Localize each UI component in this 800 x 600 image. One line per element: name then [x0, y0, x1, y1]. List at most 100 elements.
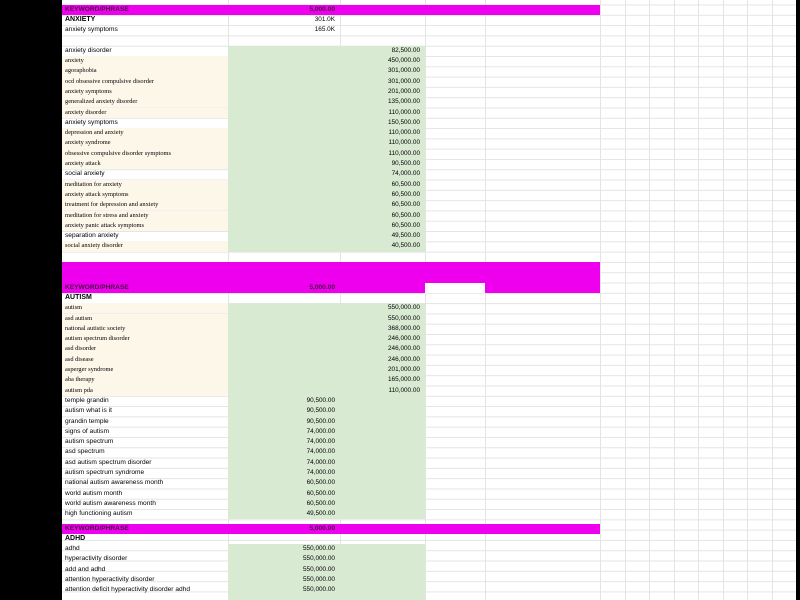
keyword-cell[interactable]: anxiety: [65, 57, 84, 64]
value-cell[interactable]: 74,000.00: [306, 427, 335, 435]
keyword-cell[interactable]: attention hyperactivity disorder: [65, 576, 155, 583]
value-cell[interactable]: 82,500.00: [391, 46, 420, 54]
value-cell[interactable]: 450,000.00: [388, 57, 420, 64]
value-cell[interactable]: 246,000.00: [388, 335, 420, 343]
keyword-cell[interactable]: generalized anxiety disorder: [65, 98, 138, 106]
value-cell[interactable]: 49,500.00: [391, 232, 420, 240]
keyword-cell[interactable]: adhd: [65, 545, 80, 553]
keyword-cell[interactable]: asd disorder: [65, 345, 97, 353]
keyword-cell[interactable]: anxiety attack symptoms: [65, 190, 129, 198]
keyword-cell[interactable]: meditation for stress and anxiety: [65, 211, 149, 219]
value-cell[interactable]: 550,000.00: [388, 304, 420, 312]
keyword-cell[interactable]: anxiety disorder: [65, 46, 112, 54]
value-cell[interactable]: 301,000.00: [388, 77, 420, 85]
value-cell[interactable]: 550,000.00: [303, 555, 335, 563]
value-cell[interactable]: 74,000.00: [306, 438, 335, 446]
keyword-cell[interactable]: ocd obsessive compulsive disorder: [65, 77, 154, 85]
value-cell[interactable]: 550,000.00: [303, 545, 335, 553]
keyword-cell[interactable]: national autism awareness month: [65, 479, 164, 487]
section-title-value[interactable]: 301.0K: [314, 15, 335, 23]
keyword-cell[interactable]: agoraphobia: [65, 67, 97, 75]
keyword-cell[interactable]: autism spectrum disorder: [65, 335, 130, 343]
keyword-cell[interactable]: anxiety symptoms: [65, 118, 118, 126]
value-cell[interactable]: 165,000.00: [388, 376, 420, 384]
value-cell[interactable]: 40,500.00: [391, 242, 420, 250]
section-header-label: KEYWORD/PHRASE: [65, 5, 129, 13]
keyword-cell[interactable]: signs of autism: [65, 427, 109, 435]
value-cell[interactable]: 90,500.00: [306, 407, 335, 415]
keyword-cell[interactable]: world autism awareness month: [65, 499, 156, 507]
value-cell[interactable]: 60,500.00: [306, 499, 335, 507]
keyword-cell[interactable]: aba therapy: [65, 376, 95, 384]
keyword-cell[interactable]: autism: [65, 304, 83, 312]
keyword-cell[interactable]: anxiety attack: [65, 160, 101, 167]
value-cell[interactable]: 110,000.00: [388, 129, 420, 137]
value-cell[interactable]: 74,000.00: [306, 469, 335, 476]
keyword-cell[interactable]: separation anxiety: [65, 232, 119, 240]
value-cell[interactable]: 60,500.00: [306, 489, 335, 497]
keyword-cell[interactable]: high functioning autism: [65, 510, 133, 518]
keyword-cell[interactable]: world autism month: [65, 489, 123, 497]
value-cell[interactable]: 201,000.00: [388, 366, 420, 373]
spreadsheet-grid[interactable]: KEYWORD/PHRASE 5,000.00 ANXIETY 301.0K anxie…: [62, 0, 796, 600]
value-cell[interactable]: 110,000.00: [388, 386, 420, 394]
keyword-cell[interactable]: anxiety panic attack symptoms: [65, 221, 144, 229]
keyword-cell[interactable]: add and adhd: [65, 565, 106, 573]
section-header-bar[interactable]: [62, 524, 600, 534]
section-subtitle-value[interactable]: 165.0K: [314, 26, 335, 34]
value-cell[interactable]: 49,500.00: [306, 510, 335, 518]
value-cell[interactable]: 74,000.00: [306, 448, 335, 456]
value-cell[interactable]: 301,000.00: [388, 67, 420, 75]
value-cell[interactable]: 550,000.00: [388, 314, 420, 322]
keyword-cell[interactable]: asd autism spectrum disorder: [65, 458, 152, 466]
keyword-cell[interactable]: asperger syndrome: [65, 366, 114, 373]
keyword-cell[interactable]: autism pda: [65, 386, 93, 394]
value-cell[interactable]: 60,500.00: [391, 180, 420, 188]
section-subtitle[interactable]: anxiety symptoms: [65, 26, 118, 34]
value-cell[interactable]: 110,000.00: [388, 149, 420, 157]
value-cell[interactable]: 150,500.00: [388, 118, 420, 126]
keyword-cell[interactable]: depression and anxiety: [65, 129, 124, 137]
keyword-cell[interactable]: asd autism: [65, 314, 93, 322]
value-cell[interactable]: 60,500.00: [306, 479, 335, 487]
value-cell[interactable]: 110,000.00: [388, 139, 420, 147]
keyword-cell[interactable]: autism what is it: [65, 407, 112, 415]
keyword-cell[interactable]: temple grandin: [65, 396, 109, 404]
keyword-cell[interactable]: social anxiety disorder: [65, 242, 123, 250]
value-cell[interactable]: 90,500.00: [306, 396, 335, 404]
value-cell[interactable]: 60,500.00: [391, 211, 420, 219]
value-cell[interactable]: 90,500.00: [306, 417, 335, 425]
value-cell[interactable]: 246,000.00: [388, 355, 420, 363]
keyword-cell[interactable]: anxiety symptoms: [65, 87, 112, 95]
keyword-cell[interactable]: social anxiety: [65, 170, 105, 178]
value-cell[interactable]: 60,500.00: [391, 190, 420, 198]
value-cell[interactable]: 550,000.00: [303, 565, 335, 573]
section-header-bar[interactable]: [62, 261, 600, 293]
value-cell[interactable]: 60,500.00: [391, 221, 420, 229]
value-cell[interactable]: 550,000.00: [303, 576, 335, 583]
keyword-cell[interactable]: national autistic society: [65, 324, 126, 332]
section-header-bar[interactable]: [62, 4, 600, 15]
value-cell[interactable]: 74,000.00: [391, 170, 420, 178]
keyword-cell[interactable]: anxiety disorder: [65, 108, 107, 116]
keyword-cell[interactable]: grandin temple: [65, 417, 109, 425]
value-cell[interactable]: 90,500.00: [391, 160, 420, 167]
keyword-cell[interactable]: obsessive compulsive disorder symptoms: [65, 149, 171, 157]
keyword-cell[interactable]: autism spectrum syndrome: [65, 469, 145, 476]
keyword-cell[interactable]: asd spectrum: [65, 448, 105, 456]
value-cell[interactable]: 110,000.00: [388, 108, 420, 116]
value-cell[interactable]: 74,000.00: [306, 458, 335, 466]
keyword-cell[interactable]: asd disease: [65, 355, 94, 363]
value-cell[interactable]: 550,000.00: [303, 586, 335, 594]
keyword-cell[interactable]: treatment for depression and anxiety: [65, 201, 159, 209]
keyword-cell[interactable]: anxiety syndrome: [65, 139, 111, 147]
keyword-cell[interactable]: meditation for anxiety: [65, 180, 122, 188]
keyword-cell[interactable]: hyperactivity disorder: [65, 555, 128, 563]
value-cell[interactable]: 60,500.00: [391, 201, 420, 209]
value-cell[interactable]: 368,000.00: [388, 324, 420, 332]
value-cell[interactable]: 201,000.00: [388, 87, 420, 95]
keyword-cell[interactable]: autism spectrum: [65, 438, 114, 446]
value-cell[interactable]: 135,000.00: [388, 98, 420, 106]
value-cell[interactable]: 246,000.00: [388, 345, 420, 353]
keyword-cell[interactable]: attention deficit hyperactivity disorder…: [65, 586, 190, 594]
